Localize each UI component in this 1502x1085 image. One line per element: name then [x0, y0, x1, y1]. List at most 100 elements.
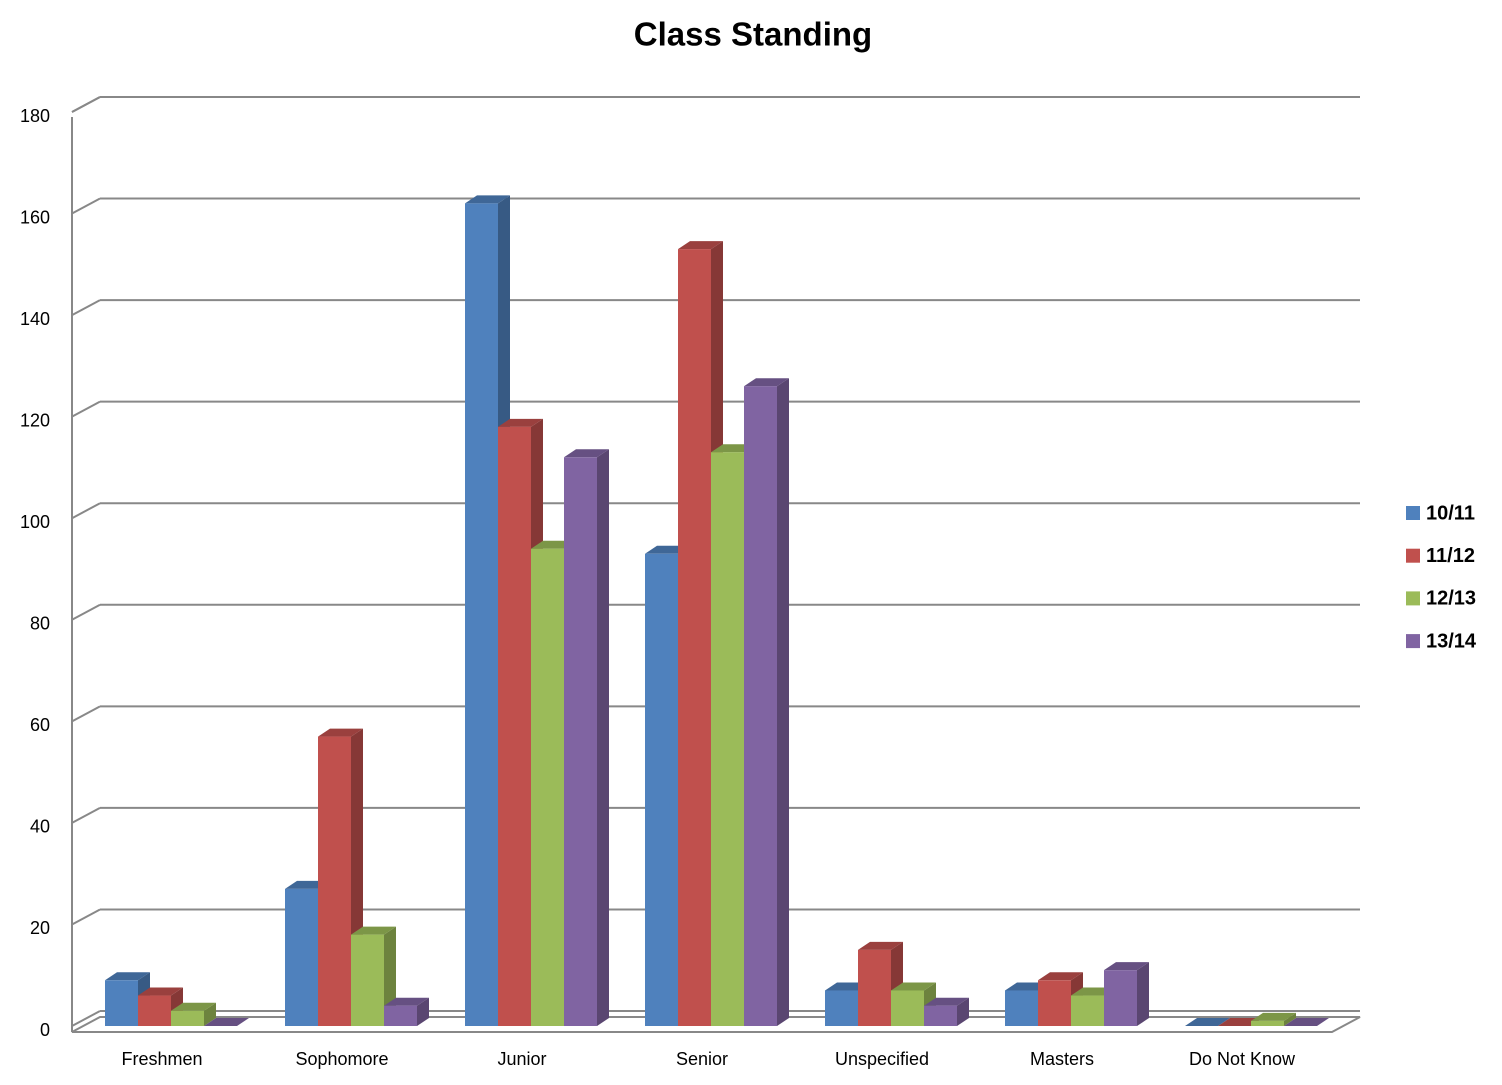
grid-line-side [71, 705, 101, 723]
x-tick-label: Junior [497, 1049, 546, 1069]
bar-top [351, 926, 396, 935]
bar-side [204, 1002, 216, 1026]
bar-top [105, 972, 150, 981]
bar-top [1104, 962, 1149, 971]
bar-top [1251, 1012, 1296, 1021]
bar-front [645, 553, 678, 1026]
grid-line-side [71, 197, 101, 215]
bar-front [138, 995, 171, 1026]
y-tick-label: 160 [20, 207, 50, 227]
floor [71, 1016, 1361, 1033]
y-tick-label: 20 [30, 918, 50, 938]
bar-front [924, 1005, 957, 1026]
bar-front [1071, 995, 1104, 1026]
grid-line-side [71, 299, 101, 316]
bar-front [1038, 980, 1071, 1026]
y-tick-label: 180 [20, 106, 50, 126]
bar-front [318, 736, 351, 1026]
grid-line-side [71, 96, 101, 113]
legend-text: 11/12 [1426, 545, 1475, 567]
bar-top [1038, 972, 1083, 981]
x-tick-label: Do Not Know [1189, 1049, 1296, 1069]
bar [1104, 962, 1149, 1026]
bar-front [678, 249, 711, 1027]
grid-line-side [71, 1010, 101, 1027]
y-tick-label: 60 [30, 715, 50, 735]
bar-side [597, 449, 609, 1026]
bar-side [417, 997, 429, 1026]
bar-front [351, 934, 384, 1026]
bar [171, 1002, 216, 1026]
x-tick-label: Masters [1030, 1049, 1094, 1069]
bar-top [1185, 1018, 1230, 1026]
bar [384, 997, 429, 1026]
grid-line-side [71, 908, 101, 926]
bar-side [1137, 962, 1149, 1026]
bar-front [711, 452, 744, 1026]
bar-front [744, 386, 777, 1026]
bar-front [498, 426, 531, 1026]
bar-top [924, 997, 969, 1006]
bar-side [777, 378, 789, 1026]
bar-top [384, 997, 429, 1006]
bar-top [318, 728, 363, 737]
bar-top [1284, 1018, 1329, 1026]
bar-front [891, 990, 924, 1026]
bar-front [1251, 1020, 1284, 1026]
grid-line-side [71, 400, 101, 418]
bar-top [171, 1002, 216, 1011]
bar-front [858, 949, 891, 1026]
bar-top [744, 378, 789, 387]
bar-front [465, 203, 498, 1026]
legend-swatch [1406, 634, 1420, 649]
bar [891, 982, 936, 1026]
bar [1185, 1018, 1230, 1026]
legend-swatch [1406, 548, 1420, 563]
bar-front [171, 1010, 204, 1026]
legend-text: 13/14 [1426, 630, 1477, 652]
bar [564, 449, 609, 1026]
grid-line-side [71, 807, 101, 824]
y-tick-label: 140 [20, 309, 50, 329]
bar [744, 378, 789, 1026]
y-tick-label: 100 [20, 512, 50, 532]
bar-top [858, 941, 903, 950]
legend-text: 12/13 [1426, 588, 1476, 610]
bar-front [564, 457, 597, 1026]
grid-line-side [71, 502, 101, 520]
bar [204, 1018, 249, 1026]
bar-front [531, 548, 564, 1026]
y-tick-label: 0 [40, 1020, 50, 1040]
bar-front [384, 1005, 417, 1026]
bar-front [1104, 970, 1137, 1026]
bar [1284, 1018, 1329, 1026]
chart-title: Class Standing [634, 16, 872, 53]
bar-top [465, 195, 510, 204]
bar-top [678, 241, 723, 250]
bar-top [204, 1018, 249, 1026]
legend-swatch [1406, 591, 1420, 606]
bar-top [891, 982, 936, 991]
y-tick-label: 40 [30, 817, 50, 837]
bar [924, 997, 969, 1026]
bar-front [1005, 990, 1038, 1026]
bar [1251, 1012, 1296, 1026]
bar-front [825, 990, 858, 1026]
legend-swatch [1406, 506, 1420, 520]
bar-top [138, 987, 183, 996]
x-tick-label: Freshmen [121, 1049, 202, 1069]
bar-side [1284, 1012, 1296, 1026]
x-tick-label: Senior [676, 1049, 728, 1069]
grid-line-side [71, 603, 101, 621]
y-tick-label: 120 [20, 410, 50, 430]
x-tick-label: Sophomore [295, 1049, 388, 1069]
legend-text: 10/11 [1426, 502, 1475, 524]
x-tick-label: Unspecified [835, 1049, 929, 1069]
bar-front [105, 980, 138, 1026]
bar-side [957, 997, 969, 1026]
bar-top [498, 418, 543, 427]
bar-front [285, 888, 318, 1026]
bar-top [564, 449, 609, 458]
y-tick-label: 80 [30, 614, 50, 634]
